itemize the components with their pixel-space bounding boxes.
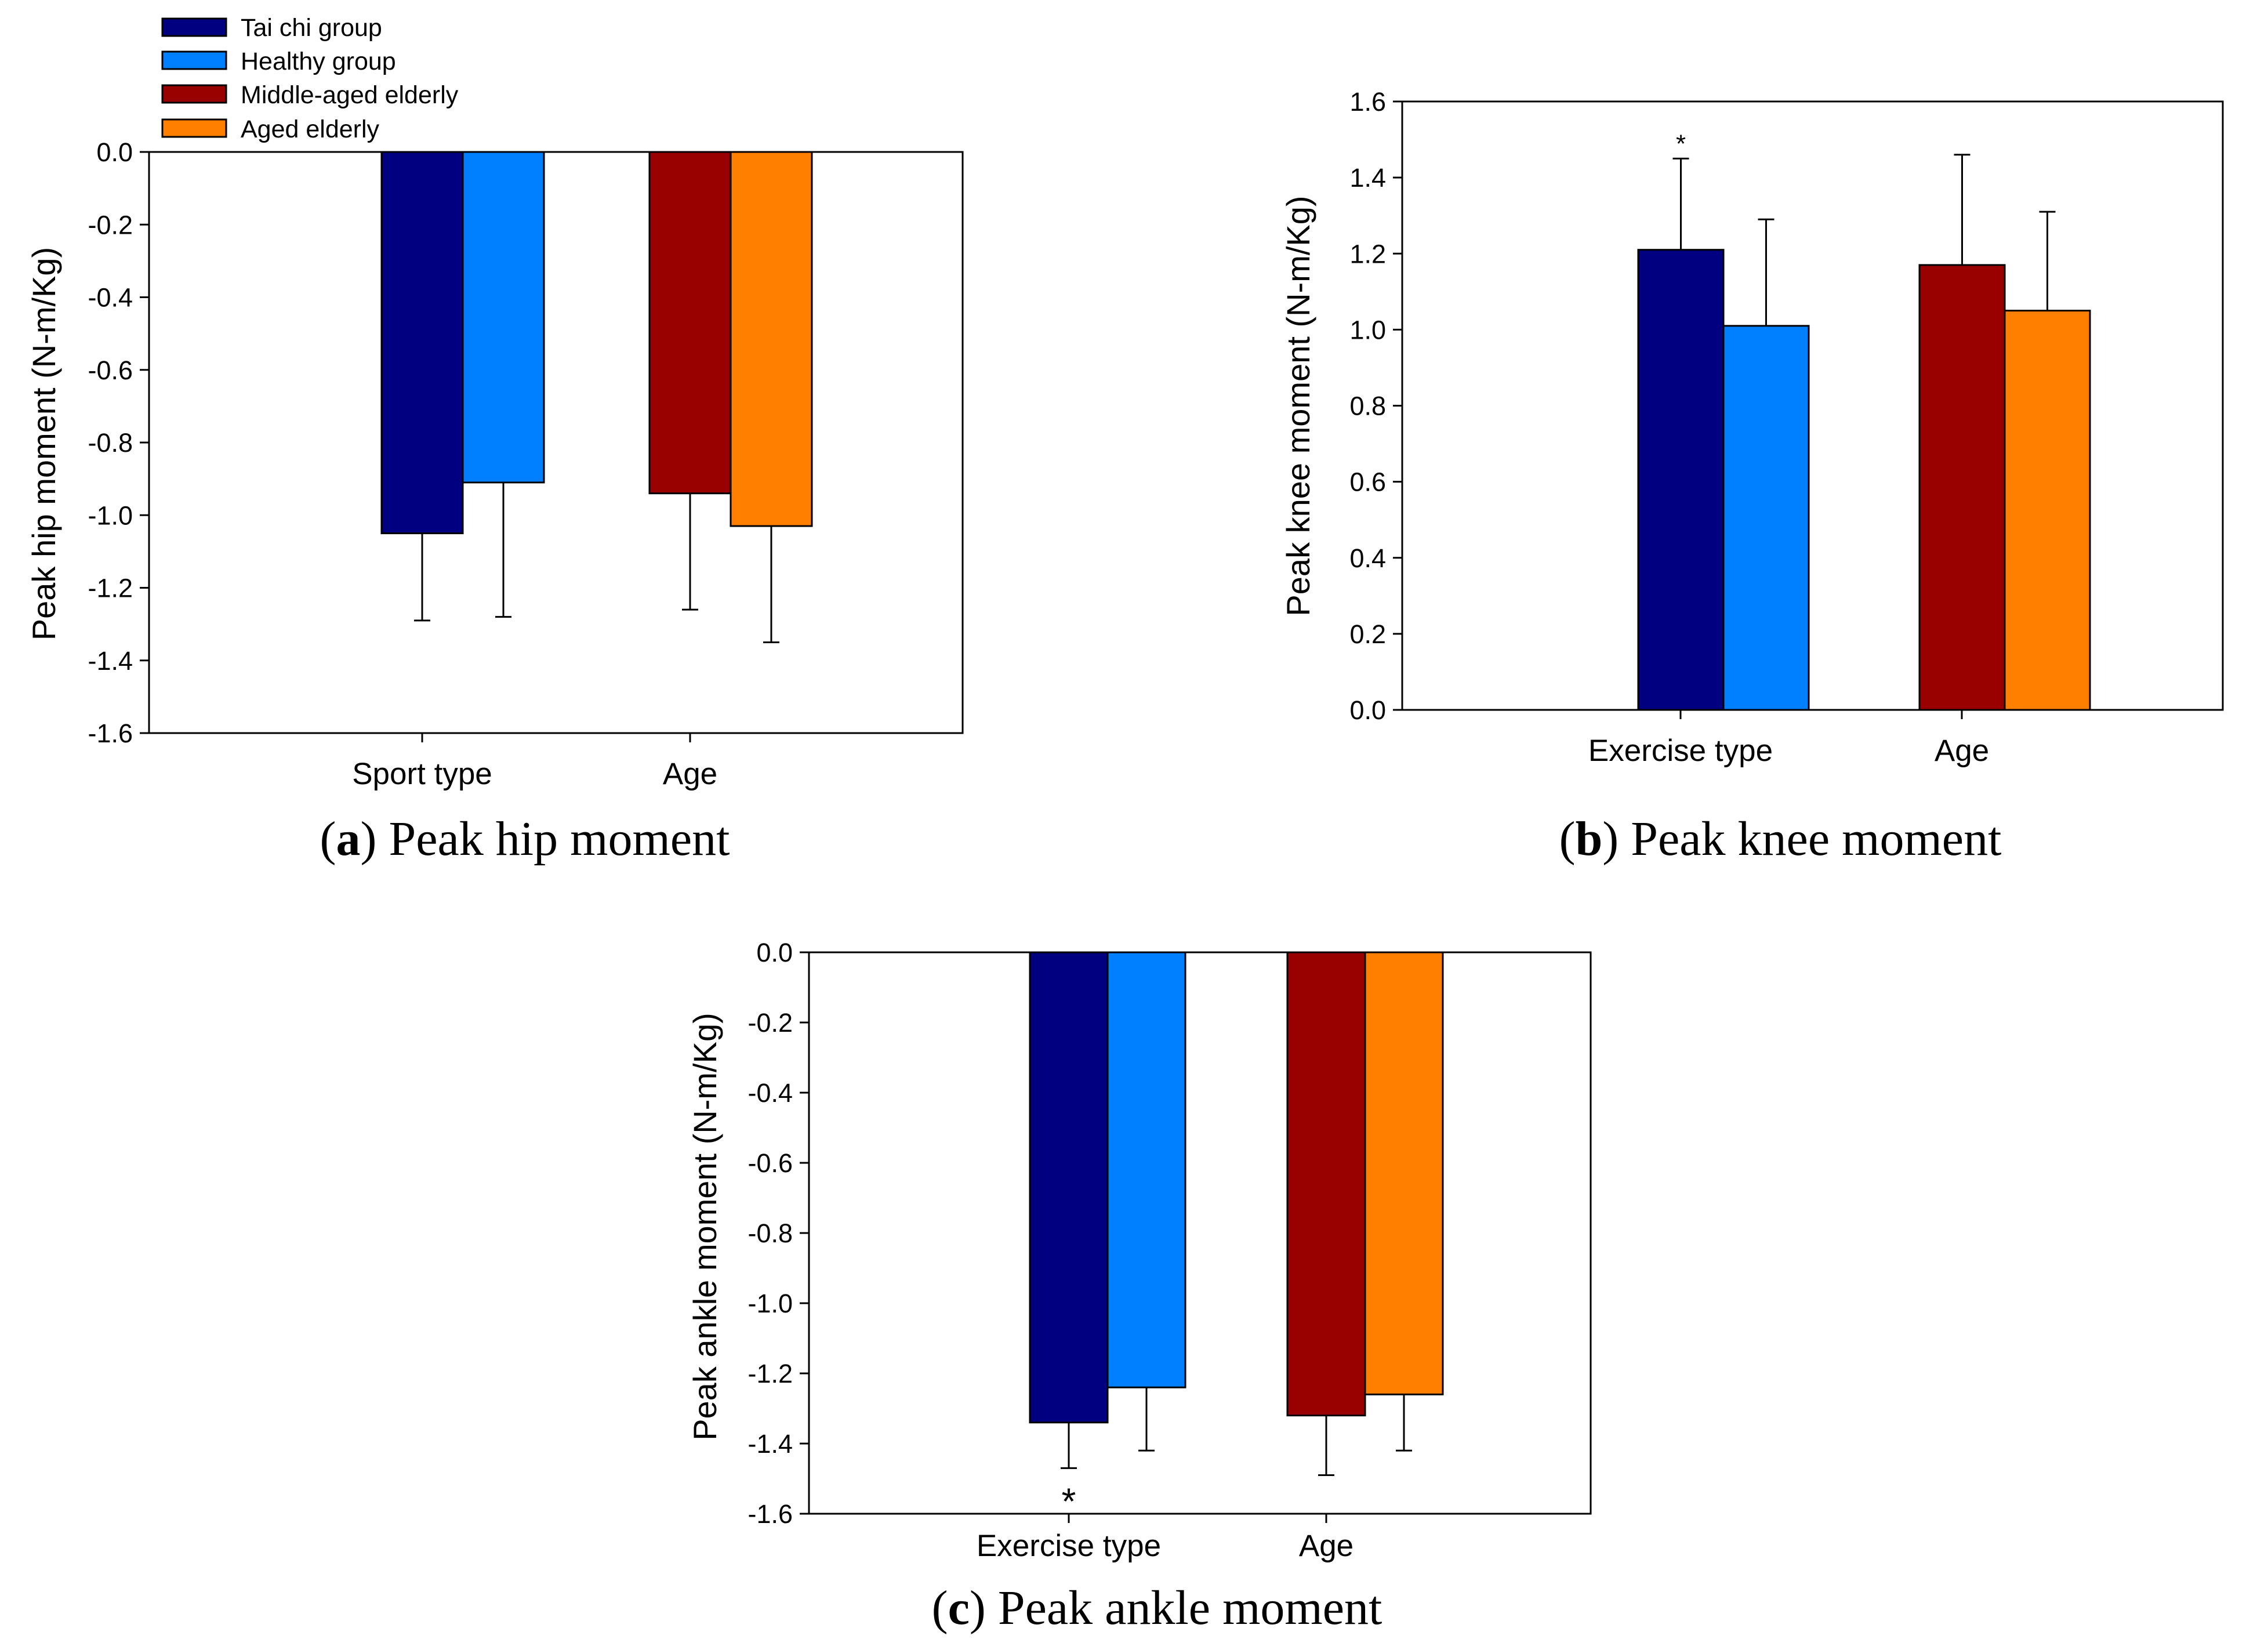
panel-b-ytick-label: 0.2 <box>1349 619 1386 649</box>
panel-a-ytick-label: -1.4 <box>88 646 133 676</box>
panel-a-bar-aged-elderly <box>730 151 813 527</box>
panel-a-category-1: Sport type <box>352 757 492 791</box>
panel-a-frame <box>148 151 964 734</box>
panel-c-caption-letter: c <box>948 1581 970 1635</box>
panel-c-category-1: Exercise type <box>977 1529 1161 1563</box>
panel-b-bar-tai-chi-group <box>1637 249 1725 711</box>
panel-b-category-2: Age <box>1935 734 1989 768</box>
panel-b-category-1: Exercise type <box>1588 734 1773 768</box>
panel-b-bar-aged-elderly <box>2004 310 2091 711</box>
legend-label-tai-chi: Tai chi group <box>241 14 382 42</box>
legend-item-aged: Aged elderly <box>161 115 380 143</box>
panel-a-ytick-label: -0.2 <box>88 210 133 240</box>
panel-b-ytick-label: 0.8 <box>1349 391 1386 421</box>
legend-item-tai-chi: Tai chi group <box>161 14 382 42</box>
panel-b-ytick-label: 1.0 <box>1349 315 1386 345</box>
legend-swatch-tai-chi <box>161 17 227 37</box>
panel-c-ytick-label: -1.4 <box>747 1429 793 1459</box>
panel-b-bar-middle-aged-elderly <box>1918 264 2006 711</box>
panel-b-ytick-label: 1.2 <box>1349 239 1386 269</box>
panel-a-ytick-label: -0.6 <box>88 356 133 385</box>
panel-a-ylabel: Peak hip moment (N-m/Kg) <box>26 247 62 640</box>
panel-a-category-2: Age <box>663 757 717 791</box>
panel-a-bar-middle-aged-elderly <box>648 151 732 495</box>
panel-a-plot: 0.0 -0.2 -0.4 -0.6 -0.8 -1.0 -1.2 -1.4 -1.6 <box>88 137 964 748</box>
panel-c-plot: 0.0 -0.2 -0.4 -0.6 -0.8 -1.0 -1.2 -1.4 -1.6 * <box>747 938 1592 1529</box>
panel-b-caption: (b) Peak knee moment <box>1559 812 2002 866</box>
panel-c-ytick-label: -0.6 <box>747 1148 793 1178</box>
panel-c-ytick-label: -0.8 <box>747 1219 793 1248</box>
legend-label-middle-aged: Middle-aged elderly <box>241 81 459 109</box>
legend-label-healthy: Healthy group <box>241 48 396 75</box>
panel-b-ytick-label: 0.0 <box>1349 695 1386 725</box>
panel-c-caption-text: Peak ankle moment <box>998 1581 1382 1635</box>
panel-a-bar-tai-chi-group <box>380 151 464 535</box>
panel-a-bar-healthy-group <box>462 151 545 484</box>
panel-c-category-2: Age <box>1299 1529 1353 1563</box>
legend-swatch-aged <box>161 118 227 138</box>
panel-a-ytick-label: -1.6 <box>88 719 133 748</box>
panel-c-ytick-label: -0.2 <box>747 1008 793 1038</box>
panel-c-ytick-label: -1.0 <box>747 1289 793 1318</box>
panel-a-caption-letter: a <box>336 812 361 866</box>
panel-c-bar-aged-elderly <box>1364 951 1444 1395</box>
panel-a-ytick-label: -0.4 <box>88 283 133 313</box>
panel-b-ylabel: Peak knee moment (N-m/Kg) <box>1280 195 1316 616</box>
panel-b-ytick-label: 1.6 <box>1349 87 1386 117</box>
legend-item-middle-aged: Middle-aged elderly <box>161 81 459 109</box>
panel-c-frame <box>808 951 1592 1515</box>
panel-c-ytick-label: -1.6 <box>747 1499 793 1529</box>
panel-a-ytick-label: -1.0 <box>88 501 133 530</box>
panel-b-ytick-label: 0.4 <box>1349 543 1386 573</box>
panel-c-bar-middle-aged-elderly <box>1286 951 1366 1417</box>
panel-a-ytick-label: -0.8 <box>88 428 133 458</box>
panel-c-ytick-label: 0.0 <box>756 938 793 967</box>
panel-b-caption-letter: b <box>1576 812 1603 866</box>
panel-b-caption-text: Peak knee moment <box>1631 812 2001 866</box>
legend: Tai chi group Healthy group Middle-aged … <box>161 14 459 143</box>
panel-c-caption: (c) Peak ankle moment <box>932 1581 1382 1635</box>
panel-c-bar-tai-chi-group <box>1029 951 1109 1424</box>
panel-b-ytick-label: 0.6 <box>1349 467 1386 497</box>
panel-b-significance-star-1: * <box>1676 130 1686 158</box>
panel-b-plot: 0.0 0.2 0.4 0.6 0.8 1.0 1.2 1.4 1.6 * <box>1349 87 2224 725</box>
panel-a-ytick-label: 0.0 <box>96 137 133 167</box>
panel-a-caption-text: Peak hip moment <box>389 812 730 866</box>
panel-b-bar-healthy-group <box>1722 325 1810 711</box>
legend-label-aged: Aged elderly <box>241 115 380 143</box>
panel-b-frame <box>1401 100 2224 711</box>
legend-item-healthy: Healthy group <box>161 48 396 75</box>
panel-c-ylabel: Peak ankle moment (N-m/Kg) <box>687 1013 723 1441</box>
panel-c-significance-star-1: * <box>1062 1481 1076 1522</box>
panel-b: 0.0 0.2 0.4 0.6 0.8 1.0 1.2 1.4 1.6 * Peak knee m… <box>1280 87 2224 866</box>
panel-c-bar-healthy-group <box>1106 951 1186 1388</box>
panel-a-ytick-label: -1.2 <box>88 574 133 603</box>
panel-c-ytick-label: -0.4 <box>747 1078 793 1108</box>
panel-b-ytick-label: 1.4 <box>1349 163 1386 193</box>
panel-c: 0.0 -0.2 -0.4 -0.6 -0.8 -1.0 -1.2 -1.4 -1.6 * Pea… <box>687 938 1592 1635</box>
legend-swatch-middle-aged <box>161 84 227 104</box>
panel-a-caption: (a) Peak hip moment <box>320 812 730 866</box>
panel-a: 0.0 -0.2 -0.4 -0.6 -0.8 -1.0 -1.2 -1.4 -1.6 Peak… <box>26 137 964 866</box>
panel-c-ytick-label: -1.2 <box>747 1359 793 1388</box>
legend-swatch-healthy <box>161 50 227 70</box>
